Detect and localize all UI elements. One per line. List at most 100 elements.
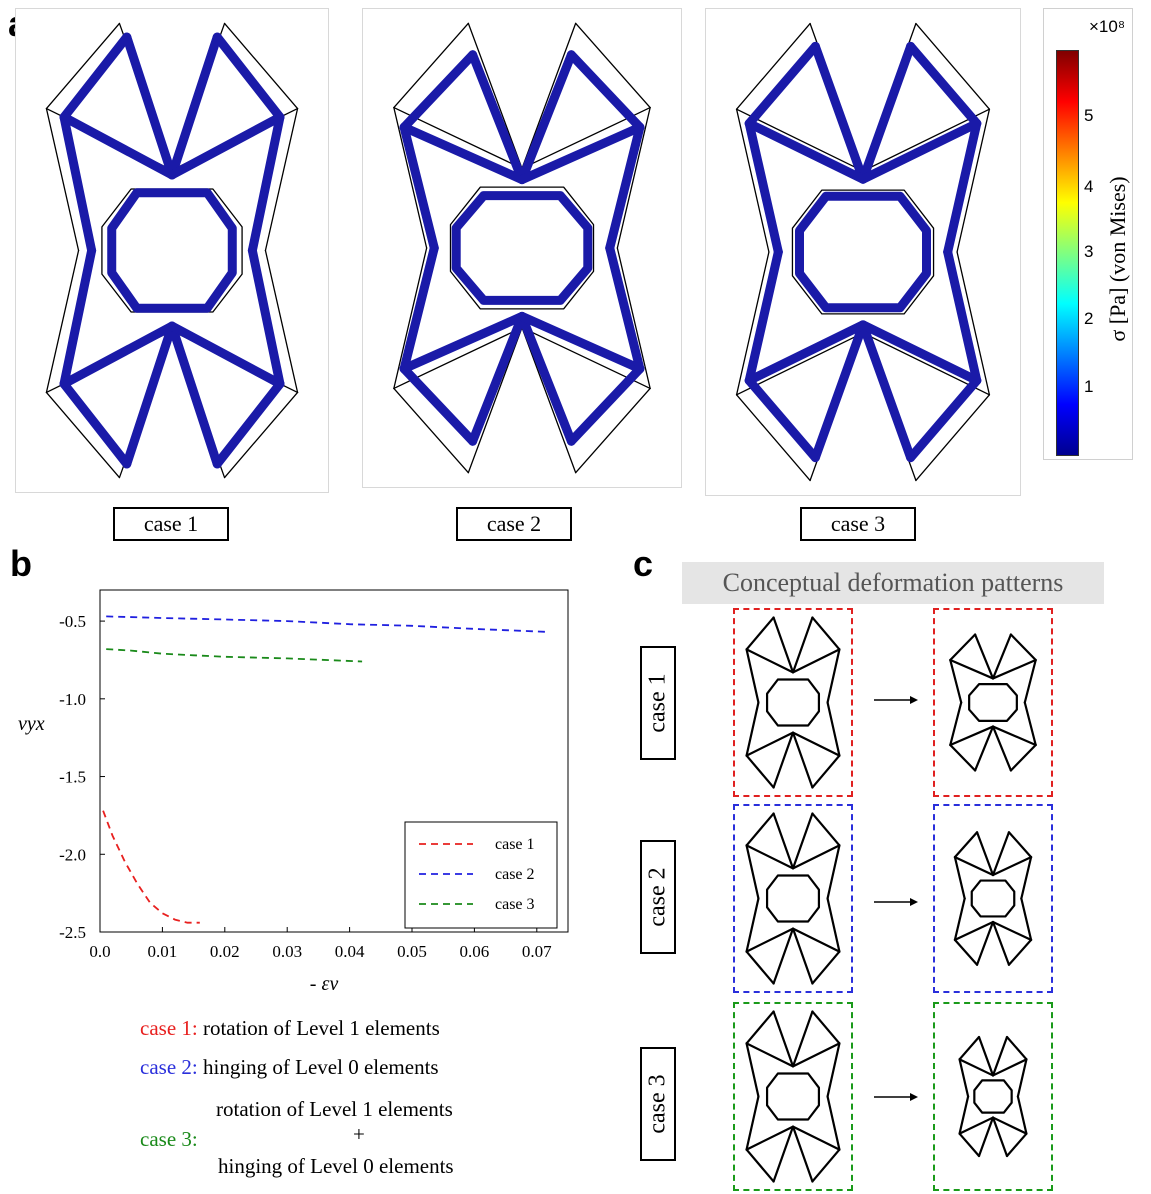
- concept-lattice-edge: [745, 897, 760, 953]
- legend-label: case 3: [495, 896, 535, 913]
- deformed-beam-edge: [399, 122, 439, 253]
- concept-lattice-edge: [745, 1042, 760, 1098]
- deformed-beam-octagon: [107, 188, 237, 313]
- concept-lattice-edge: [791, 1010, 814, 1068]
- concept-lattice-edge: [745, 844, 760, 900]
- undeformed-outline-octagon: [449, 186, 595, 310]
- sim-case-3: [705, 8, 1021, 496]
- nu-strain-chart: 0.0 0.01 0.02 0.03 0.04 0.05 0.06 0.07 -0.5 -1.0 -…: [18, 589, 569, 990]
- concept-lattice-deformed-edge: [958, 1095, 970, 1135]
- deformed-beam-edge: [247, 112, 285, 255]
- concept-lattice-edge: [791, 812, 814, 870]
- concept-lattice-deformed-edge: [977, 1035, 995, 1077]
- x-axis-label: - εy: [310, 973, 339, 990]
- deformed-beam-edge: [399, 364, 478, 446]
- deformed-beam-edge: [167, 112, 285, 180]
- series-2-line: [106, 615, 550, 633]
- concept-lattice-edge: [745, 701, 760, 757]
- deformed-beam-edge: [517, 311, 645, 374]
- concept-case-3-label: case 3: [640, 1047, 676, 1161]
- deformed-beam-edge: [744, 376, 820, 463]
- deformed-beam-edge: [167, 32, 222, 180]
- concept-lattice-deformed-edge: [1005, 1132, 1028, 1158]
- concept-case-2-deformed: [933, 804, 1053, 993]
- concept-lattice-edge: [811, 1148, 841, 1183]
- concept-lattice-deformed-edge: [991, 725, 1012, 772]
- caption-case-2: case 2: hinging of Level 0 elements: [140, 1055, 439, 1080]
- deformed-beam-edge: [858, 41, 916, 184]
- arrow-case-2-icon: [874, 898, 918, 906]
- deformed-beam-edge: [212, 379, 285, 469]
- concept-lattice-edge: [791, 731, 814, 789]
- deformed-beam-edge: [906, 376, 982, 463]
- deformed-beam-edge: [399, 50, 478, 132]
- concept-lattice-deformed-edge: [991, 725, 1037, 747]
- deformed-beam-edge: [468, 311, 527, 446]
- undeformed-outline-edge: [915, 22, 991, 110]
- y-tick-label: -1.0: [59, 690, 86, 709]
- deformed-beam-edge: [566, 50, 645, 132]
- caption-case-1-tag: case 1:: [140, 1016, 198, 1040]
- concept-lattice-edge: [811, 1010, 841, 1045]
- colorbar-tick-3: 3: [1084, 242, 1094, 261]
- deformed-beam-edge: [59, 112, 97, 255]
- caption-case-1-text: rotation of Level 1 elements: [202, 1016, 440, 1040]
- concept-case-1-deformed: [933, 608, 1053, 797]
- concept-lattice-edge: [745, 1042, 795, 1068]
- x-tick-label: 0.04: [335, 942, 365, 961]
- deformed-beam-edge: [468, 50, 527, 185]
- deformed-beam-edge: [858, 320, 982, 386]
- caption-case-3-line1: rotation of Level 1 elements: [216, 1097, 453, 1121]
- concept-case-3-deformed: [933, 1002, 1053, 1191]
- undeformed-outline-octagon: [101, 188, 243, 313]
- undeformed-outline-edge: [915, 394, 991, 482]
- concept-lattice-deformed-edge: [953, 897, 966, 942]
- concept-lattice-deformed-edge: [949, 658, 963, 704]
- concept-lattice-deformed-edge: [991, 920, 1011, 966]
- concept-title: Conceptual deformation patterns: [682, 562, 1104, 604]
- y-tick-label: -1.5: [59, 768, 86, 787]
- deformed-beam-edge: [605, 243, 645, 374]
- deformed-beam-edge: [810, 320, 868, 463]
- concept-lattice-edge: [826, 648, 841, 704]
- concept-lattice-edge: [745, 1148, 775, 1183]
- concept-lattice-edge: [791, 1042, 841, 1068]
- concept-lattice-deformed-edge: [953, 831, 979, 859]
- concept-lattice-deformed-edge: [991, 920, 1033, 942]
- concept-lattice-edge: [811, 616, 841, 651]
- deformed-beam-edge: [566, 364, 645, 446]
- deformed-beam-edge: [399, 243, 439, 374]
- deformed-beam-edge: [744, 41, 820, 128]
- undeformed-outline-edge: [521, 22, 577, 170]
- undeformed-outline-edge: [223, 391, 299, 479]
- concept-lattice-edge: [826, 701, 841, 757]
- undeformed-outline-edge: [45, 22, 121, 110]
- deformed-beam-edge: [858, 118, 982, 184]
- arrow-case-1-icon: [874, 696, 918, 704]
- deformed-beam-edge: [605, 122, 645, 253]
- deformed-beam-edge: [167, 321, 285, 389]
- undeformed-outline-edge: [956, 251, 991, 396]
- concept-lattice-deformed-edge: [977, 1116, 995, 1158]
- concept-case-2-undeformed: [733, 804, 853, 993]
- undeformed-outline-edge: [956, 108, 991, 253]
- concept-lattice-deformed-edge: [1023, 658, 1037, 704]
- concept-lattice-edge: [745, 812, 775, 847]
- undeformed-outline-edge: [223, 22, 299, 110]
- concept-lattice-edge: [772, 927, 795, 985]
- concept-lattice-edge: [745, 927, 795, 953]
- concept-lattice-edge: [745, 648, 760, 704]
- concept-case-1-label: case 1: [640, 646, 676, 760]
- concept-case-3-text: case 3: [644, 1074, 671, 1134]
- concept-lattice-deformed-edge: [958, 1058, 970, 1098]
- concept-lattice-edge: [791, 927, 814, 985]
- concept-lattice-edge: [791, 616, 814, 674]
- colorbar-label: σ [Pa] (von Mises): [1105, 176, 1130, 342]
- concept-lattice-deformed-edge: [1023, 701, 1037, 747]
- concept-lattice-edge: [745, 1010, 775, 1045]
- concept-lattice-edge: [745, 844, 795, 870]
- undeformed-outline-edge: [735, 394, 811, 482]
- undeformed-outline-edge: [521, 326, 577, 474]
- colorbar-tick-5: 5: [1084, 106, 1094, 125]
- deformed-beam-octagon: [451, 191, 593, 305]
